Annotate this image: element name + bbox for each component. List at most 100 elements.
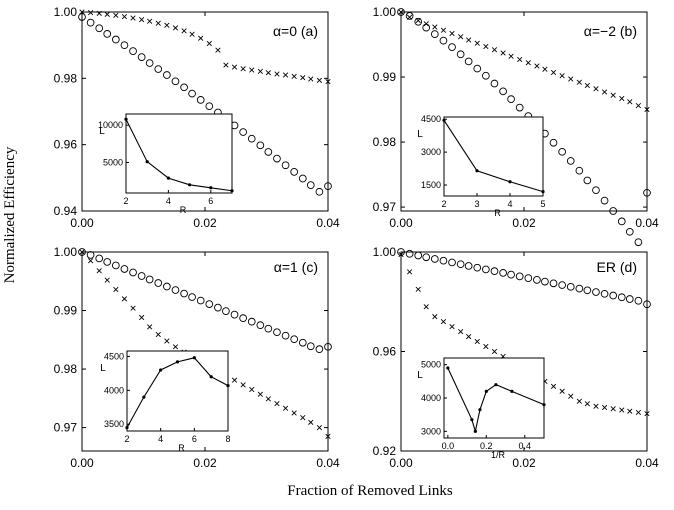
inset-point (209, 375, 213, 379)
circle-marker (86, 18, 95, 27)
cross-marker (325, 433, 331, 439)
cross-marker (568, 393, 574, 399)
cross-marker (96, 268, 102, 274)
inset-x-label: 1/R (491, 450, 506, 460)
y-axis-title: Normalized Efficiency (2, 146, 18, 283)
cross-marker (147, 324, 153, 330)
circle-marker (617, 293, 626, 302)
cross-marker (104, 11, 110, 17)
x-tick-label: 0.04 (316, 216, 340, 230)
cross-marker (240, 382, 246, 388)
cross-marker (104, 277, 110, 283)
cross-marker (164, 338, 170, 344)
y-tick-label: 1.00 (373, 5, 397, 19)
circle-marker (264, 324, 273, 333)
panel-annotation: α=1 (c) (274, 259, 318, 275)
x-tick-label: 0.00 (389, 456, 413, 470)
inset-point (124, 117, 128, 121)
x-tick-label: 0.02 (512, 456, 536, 470)
cross-marker (87, 258, 94, 264)
cross-marker (415, 286, 421, 292)
inset-y-tick-label: 1500 (421, 180, 441, 190)
inset-point (230, 189, 234, 193)
cross-marker (308, 76, 314, 82)
y-tick-label: 0.96 (373, 345, 397, 359)
cross-marker (542, 66, 548, 72)
circle-marker (154, 279, 163, 287)
cross-marker (274, 71, 280, 77)
circle-marker (456, 50, 465, 59)
circle-marker (473, 263, 482, 272)
circle-marker (490, 267, 499, 276)
cross-marker (576, 398, 582, 404)
inset-x-tick-label: 2 (123, 196, 128, 206)
circle-marker (111, 35, 120, 44)
circle-marker (405, 12, 414, 20)
y-tick-label: 0.98 (54, 71, 78, 85)
cross-marker (291, 73, 297, 79)
cross-marker (231, 64, 238, 70)
cross-marker (440, 27, 447, 33)
cross-marker (147, 18, 153, 24)
inset-x-tick-label: 0.2 (480, 441, 493, 451)
circle-marker (196, 96, 205, 104)
cross-marker (206, 40, 212, 47)
x-tick-label: 0.00 (70, 216, 94, 230)
circle-marker (600, 289, 609, 298)
circle-marker (306, 342, 315, 351)
cross-marker (172, 344, 179, 350)
cross-marker (130, 305, 136, 311)
x-tick-label: 0.04 (635, 456, 659, 470)
circle-marker (625, 227, 634, 236)
inset-y-label: L (417, 129, 423, 140)
circle-marker (145, 275, 154, 284)
circle-marker (137, 53, 146, 61)
inset-y-tick-label: 5000 (103, 157, 123, 167)
circle-marker (430, 30, 439, 38)
circle-marker (78, 13, 86, 21)
circle-marker (180, 83, 188, 92)
inset-x-tick-label: 4 (507, 199, 512, 209)
y-tick-label: 0.97 (54, 421, 78, 435)
circle-marker (558, 147, 566, 156)
circle-marker (464, 262, 473, 270)
inset-point (142, 395, 146, 399)
cross-marker (172, 25, 179, 31)
cross-marker (164, 22, 170, 28)
inset-y-label: L (99, 126, 105, 137)
cross-marker (635, 103, 642, 109)
x-tick-label: 0.04 (316, 456, 340, 470)
inset-x-tick-label: 6 (208, 196, 213, 206)
cross-marker (619, 95, 625, 102)
circle-marker (180, 289, 188, 298)
inset-point (226, 383, 230, 388)
y-tick-label: 1.00 (54, 5, 78, 19)
inset-x-tick-label: 5 (540, 199, 545, 209)
panel-annotation: α=0 (a) (273, 23, 318, 39)
inset-x-tick-label: 3 (474, 199, 479, 209)
inset-line (443, 119, 544, 193)
circle-marker (609, 207, 618, 215)
inset-x-label: R (180, 205, 187, 215)
circle-marker (230, 310, 239, 319)
inset-point (209, 186, 213, 190)
cross-marker (282, 72, 289, 78)
inset-point (508, 180, 512, 184)
circle-marker (103, 30, 112, 38)
circle-marker (205, 300, 214, 308)
cross-marker (249, 386, 255, 393)
circle-marker (625, 295, 634, 303)
inset-point (542, 403, 546, 407)
x-tick-label: 0.00 (389, 216, 413, 230)
circle-marker (298, 174, 307, 183)
circle-marker (214, 303, 222, 312)
circle-marker (239, 128, 247, 136)
cross-marker (601, 404, 608, 411)
cross-marker (627, 408, 633, 414)
cross-marker (559, 388, 565, 394)
cross-marker (449, 30, 455, 37)
inset-line (447, 367, 545, 432)
circle-marker (414, 17, 423, 26)
cross-marker (249, 67, 255, 73)
inset-x-tick-label: 8 (225, 434, 230, 444)
